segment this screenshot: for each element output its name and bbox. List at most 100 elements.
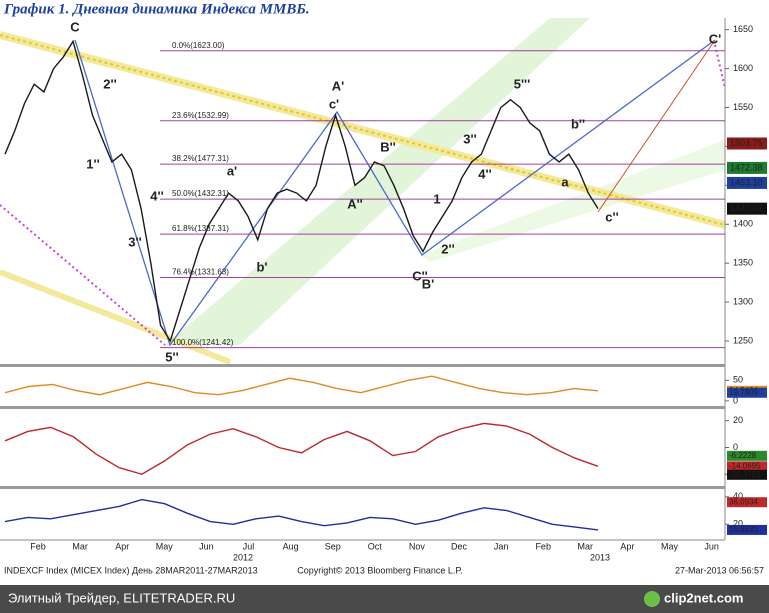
y-tick-label: 1650: [733, 24, 753, 34]
price-tag-label: 1503.75: [730, 138, 763, 148]
indicator-tag-label: -20.3723: [729, 470, 761, 479]
wave-label: c'': [605, 209, 618, 224]
wave-label: 2'': [441, 241, 454, 256]
wave-label: 3'': [128, 234, 141, 249]
y-tick-label: 1400: [733, 219, 753, 229]
x-tick-label: May: [661, 541, 679, 551]
x-tick-label: Dec: [451, 541, 468, 551]
indicator-line: [4, 422, 599, 476]
y-tick-label: 20: [733, 415, 743, 425]
wave-label: C': [709, 31, 721, 46]
y-tick-label: 0: [733, 442, 738, 452]
channel: [420, 140, 725, 262]
price-tag: [727, 202, 767, 215]
wave-label: 3'': [463, 131, 476, 146]
fib-label: 23.6%(1532.99): [172, 111, 229, 120]
indicator-tag: [727, 461, 767, 472]
y-tick-label: 0: [733, 395, 738, 405]
x-tick-label: Jul: [243, 541, 255, 551]
y-tick-label: 1550: [733, 102, 753, 112]
year-label: 2012: [233, 552, 253, 562]
x-tick-label: Feb: [535, 541, 551, 551]
fib-label: 50.0%(1432.31): [172, 189, 229, 198]
watermark-bar: [0, 585, 769, 613]
trend-line: [0, 204, 166, 346]
wave-label: 4'': [478, 166, 491, 181]
panel-separator: [0, 406, 725, 409]
wave-label: 2'': [103, 76, 116, 91]
fib-label: 38.2%(1477.31): [172, 154, 229, 163]
indicator-tag-label: 15.8833: [729, 525, 758, 534]
price-line: [4, 39, 599, 343]
x-tick-label: Jun: [199, 541, 214, 551]
price-tag: [727, 176, 767, 189]
x-tick-label: Sep: [325, 541, 341, 551]
x-tick-label: May: [156, 541, 174, 551]
projection-line: [597, 39, 716, 213]
indicator-tag-label: 19.7809: [729, 388, 758, 397]
x-tick-label: Jun: [704, 541, 719, 551]
indicator-tag: [727, 524, 767, 535]
wave-label: b'': [571, 116, 585, 131]
wave-label: A': [332, 78, 344, 93]
channel: [165, 18, 590, 345]
wave-label: 4'': [150, 188, 163, 203]
x-tick-label: Mar: [578, 541, 594, 551]
wave-line: [74, 39, 716, 347]
wave-label: A'': [347, 196, 363, 211]
indicator-tag: [727, 497, 767, 508]
chart-title: График 1. Дневная динамика Индекса ММВБ.: [3, 1, 310, 17]
logo: [644, 591, 660, 607]
x-tick-label: Feb: [30, 541, 46, 551]
indicator-tag-label: -6.2228: [729, 451, 757, 460]
wave-label: C'': [412, 268, 428, 283]
wave-label: B'': [380, 139, 396, 154]
x-tick-label: Aug: [283, 541, 299, 551]
fib-label: 76.4%(1331.63): [172, 268, 229, 277]
wave-label: 5''': [514, 76, 531, 91]
fib-label: 0.0%(1623.00): [172, 41, 225, 50]
trend-line: [0, 34, 726, 226]
x-tick-label: Apr: [620, 541, 634, 551]
wave-label: 1'': [86, 156, 99, 171]
x-tick-label: Apr: [115, 541, 129, 551]
panel-separator: [0, 486, 725, 489]
price-tag-label: 1472.38: [730, 162, 763, 172]
y-tick-label: 20: [733, 519, 743, 529]
indicator-line: [4, 498, 599, 531]
indicator-line: [4, 375, 599, 396]
indicator-tag: [727, 387, 767, 398]
y-tick-label: 1250: [733, 335, 753, 345]
price-tag: [727, 137, 767, 150]
fib-label: 61.8%(1387.31): [172, 224, 229, 233]
wave-label: 5'': [165, 349, 178, 364]
year-label: 2013: [590, 552, 610, 562]
wave-label: B': [422, 276, 434, 291]
footer-right: 27-Mar-2013 06:56:57: [675, 565, 764, 575]
y-tick-label: 1600: [733, 63, 753, 73]
wave-label: a: [561, 174, 569, 189]
y-tick-label: 1350: [733, 258, 753, 268]
indicator-tag: [727, 450, 767, 461]
wave-label: a': [227, 163, 237, 178]
wave-label: C: [70, 19, 80, 34]
price-tag: [727, 161, 767, 174]
x-tick-label: Mar: [72, 541, 88, 551]
x-tick-label: Nov: [409, 541, 426, 551]
wave-label: 1: [433, 191, 440, 206]
footer-center: Copyright© 2013 Bloomberg Finance L.P.: [297, 565, 463, 575]
trend-band: [0, 269, 232, 365]
y-tick-label: 40: [733, 491, 743, 501]
fib-label: 100.0%(1241.42): [172, 338, 234, 347]
wave-label: c': [329, 96, 339, 111]
footer-left: INDEXCF Index (MICEX Index) День 28MAR20…: [4, 565, 258, 575]
indicator-tag-label: 36.0934: [729, 497, 758, 506]
panel-separator: [0, 364, 725, 367]
indicator-tag: [727, 469, 767, 480]
indicator-tag-label: -14.0695: [729, 461, 761, 470]
price-tag-label: 1420.02: [730, 203, 763, 213]
trend-line: [714, 44, 726, 89]
y-tick-label: 50: [733, 375, 743, 385]
watermark-left: Элитный Трейдер, ELITETRADER.RU: [8, 590, 235, 605]
